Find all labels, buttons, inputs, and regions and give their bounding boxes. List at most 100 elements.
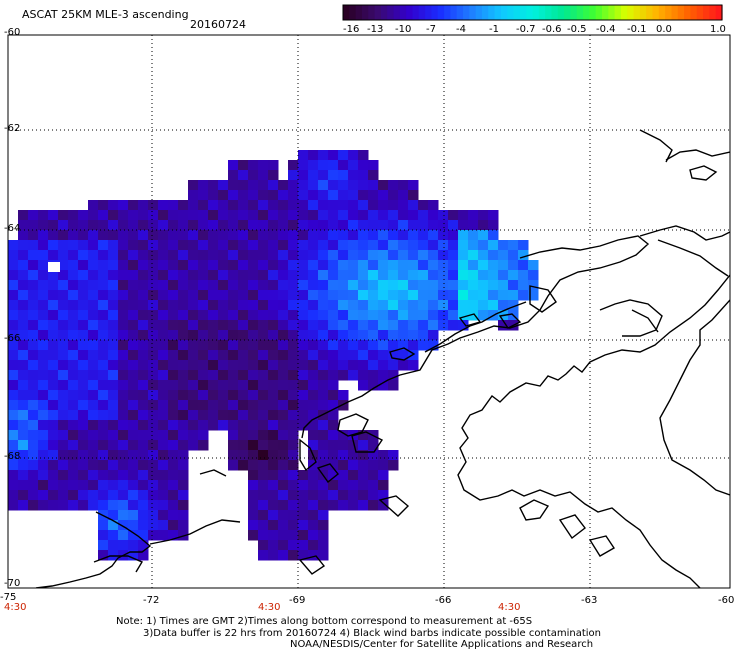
data-pixel <box>178 290 189 301</box>
data-pixel <box>48 330 59 341</box>
data-pixel <box>168 460 179 471</box>
data-pixel <box>258 260 269 271</box>
colorbar-segment <box>469 5 477 20</box>
data-pixel <box>28 400 39 411</box>
data-pixel <box>188 440 199 451</box>
data-pixel <box>138 490 149 501</box>
data-pixel <box>238 260 249 271</box>
data-pixel <box>128 430 139 441</box>
colorbar-segment <box>620 5 628 20</box>
data-pixel <box>298 380 309 391</box>
data-pixel <box>348 320 359 331</box>
data-pixel <box>298 230 309 241</box>
data-pixel <box>428 340 439 351</box>
data-pixel <box>148 470 159 481</box>
data-pixel <box>328 380 339 391</box>
data-pixel <box>258 300 269 311</box>
data-pixel <box>298 310 309 321</box>
data-pixel <box>308 230 319 241</box>
data-pixel <box>348 210 359 221</box>
data-pixel <box>478 210 489 221</box>
data-pixel <box>98 390 109 401</box>
data-pixel <box>258 380 269 391</box>
data-pixel <box>238 220 249 231</box>
data-pixel <box>28 280 39 291</box>
data-pixel <box>238 370 249 381</box>
data-pixel <box>328 300 339 311</box>
data-pixel <box>338 150 349 161</box>
data-pixel <box>248 270 259 281</box>
data-pixel <box>478 240 489 251</box>
data-pixel <box>448 230 459 241</box>
data-pixel <box>478 300 489 311</box>
data-pixel <box>258 430 269 441</box>
data-pixel <box>158 520 169 531</box>
data-pixel <box>148 250 159 261</box>
colorbar-segment <box>652 5 660 20</box>
data-pixel <box>158 320 169 331</box>
data-pixel <box>38 300 49 311</box>
data-pixel <box>208 410 219 421</box>
data-pixel <box>258 520 269 531</box>
data-pixel <box>328 480 339 491</box>
data-pixel <box>168 210 179 221</box>
data-pixel <box>368 190 379 201</box>
data-pixel <box>288 400 299 411</box>
data-pixel <box>298 250 309 261</box>
data-pixel <box>288 240 299 251</box>
data-pixel <box>318 200 329 211</box>
colorbar-label: -0.5 <box>567 24 587 35</box>
data-pixel <box>158 450 169 461</box>
data-pixel <box>168 380 179 391</box>
data-pixel <box>148 480 159 491</box>
data-pixel <box>268 510 279 521</box>
data-pixel <box>188 390 199 401</box>
data-pixel <box>248 500 259 511</box>
data-pixel <box>118 460 129 471</box>
data-pixel <box>128 540 139 551</box>
data-pixel <box>428 320 439 331</box>
data-pixel <box>28 330 39 341</box>
data-pixel <box>208 400 219 411</box>
data-pixel <box>58 210 69 221</box>
data-pixel <box>308 210 319 221</box>
data-pixel <box>308 160 319 171</box>
data-pixel <box>158 310 169 321</box>
data-pixel <box>498 300 509 311</box>
data-pixel <box>338 270 349 281</box>
data-pixel <box>398 320 409 331</box>
data-pixel <box>308 180 319 191</box>
data-pixel <box>458 290 469 301</box>
data-pixel <box>118 490 129 501</box>
data-pixel <box>98 460 109 471</box>
colorbar-label: -0.7 <box>516 24 536 35</box>
data-pixel <box>48 380 59 391</box>
data-pixel <box>348 220 359 231</box>
colorbar-segment <box>507 5 515 20</box>
data-pixel <box>288 340 299 351</box>
data-pixel <box>228 450 239 461</box>
data-pixel <box>188 410 199 421</box>
data-pixel <box>18 290 29 301</box>
data-pixel <box>268 470 279 481</box>
data-pixel <box>368 170 379 181</box>
data-pixel <box>28 460 39 471</box>
data-pixel <box>78 350 89 361</box>
data-pixel <box>108 400 119 411</box>
data-pixel <box>328 170 339 181</box>
data-pixel <box>488 260 499 271</box>
data-pixel <box>178 250 189 261</box>
data-pixel <box>188 210 199 221</box>
data-pixel <box>428 200 439 211</box>
data-pixel <box>98 490 109 501</box>
data-pixel <box>108 480 119 491</box>
colorbar-segment <box>538 5 546 20</box>
data-pixel <box>328 230 339 241</box>
data-pixel <box>268 180 279 191</box>
data-pixel <box>178 460 189 471</box>
data-pixel <box>128 280 139 291</box>
data-pixel <box>358 230 369 241</box>
data-pixel <box>38 230 49 241</box>
data-pixel <box>58 320 69 331</box>
colorbar-segment <box>557 5 565 20</box>
